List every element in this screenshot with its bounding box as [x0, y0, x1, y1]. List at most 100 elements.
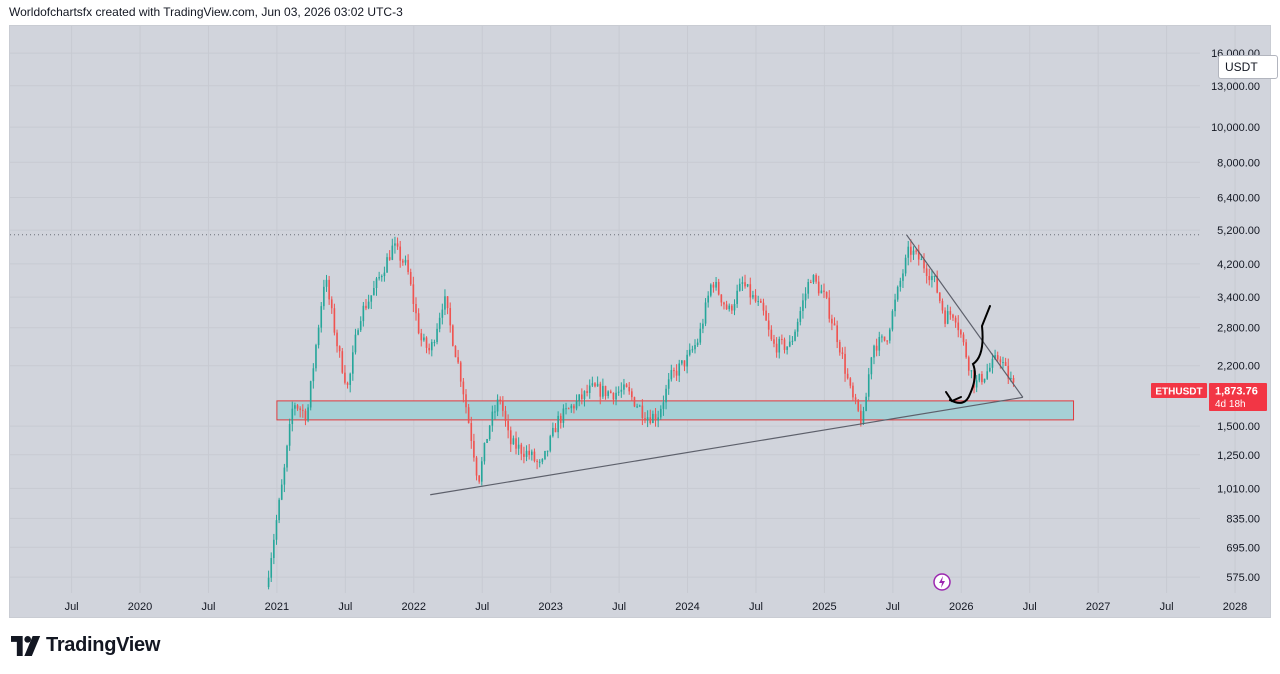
candle-body [328, 279, 330, 300]
candle-body [420, 333, 423, 341]
candle-body [267, 577, 270, 588]
candle [731, 304, 733, 314]
candle [652, 410, 654, 424]
price-tick-label: 4,200.00 [1217, 259, 1260, 271]
candle-body [296, 405, 299, 409]
candle [449, 302, 452, 333]
candle [396, 237, 399, 250]
candle-body [525, 450, 528, 457]
currency-selector[interactable]: USDT [1218, 55, 1278, 79]
candle [294, 402, 296, 416]
hand-drawn-arrow [949, 305, 991, 404]
candle [778, 336, 781, 359]
candle [404, 255, 407, 266]
candle-body [741, 282, 744, 284]
candle-body [549, 436, 552, 451]
candle-body [496, 399, 499, 412]
candle [552, 422, 554, 438]
candle-body [949, 311, 952, 315]
candle-body [946, 311, 949, 324]
candle [417, 308, 420, 335]
candle [330, 296, 333, 314]
candle-body [562, 408, 565, 423]
candle [815, 273, 817, 284]
candle [912, 246, 915, 260]
candle [428, 343, 430, 355]
candle [941, 298, 944, 314]
candle-body [894, 299, 896, 312]
candle [617, 386, 620, 396]
candle-body [581, 394, 583, 400]
candle [309, 380, 312, 411]
candle-body [794, 331, 796, 341]
candle-body [852, 385, 854, 398]
candle [886, 340, 888, 345]
candle-body [546, 450, 549, 452]
candle-body [325, 279, 328, 287]
candle [846, 368, 849, 380]
candle-body [367, 301, 370, 309]
candle [636, 403, 638, 409]
candle-body [578, 394, 581, 401]
candle-body [754, 295, 757, 302]
candle [628, 382, 631, 395]
candle [786, 346, 788, 355]
price-tick-label: 1,010.00 [1217, 483, 1260, 495]
candle-body [449, 308, 452, 326]
candle [457, 349, 459, 364]
candle [633, 396, 636, 408]
chart-area[interactable]: 575.00 695.00 835.00 1,010.00 1,250.00 1,500.… [9, 25, 1278, 619]
candle [752, 290, 754, 300]
candle-body [1012, 378, 1015, 383]
tradingview-logo: TradingView [11, 634, 160, 657]
candle-body [752, 295, 754, 298]
lightning-bolt-icon [939, 576, 945, 588]
candle [594, 382, 596, 388]
candle-body [970, 370, 973, 372]
candle [336, 329, 338, 353]
candle-body [617, 391, 620, 393]
candle [981, 371, 983, 385]
candle [496, 394, 499, 417]
candle-body [570, 405, 573, 409]
candle [388, 250, 391, 261]
time-tick-label: 2025 [812, 601, 836, 613]
candle [509, 426, 512, 452]
candle-body [357, 330, 359, 335]
candle [378, 271, 380, 281]
candle-body [625, 384, 628, 388]
candle [654, 408, 657, 427]
candle [517, 437, 520, 456]
candle-body [615, 392, 617, 400]
candle-body [623, 384, 625, 390]
candle [459, 360, 462, 387]
candle [575, 394, 578, 411]
candle-body [299, 408, 301, 410]
candle [991, 353, 994, 374]
candle [317, 324, 320, 349]
candle [386, 253, 388, 273]
candle-body [473, 440, 475, 458]
time-tick-label: Jul [1023, 601, 1037, 613]
candle [615, 386, 617, 406]
candle-body [459, 362, 462, 382]
candle-body [704, 302, 707, 324]
candle-body [538, 461, 541, 463]
candle [762, 298, 765, 316]
candle-body [567, 408, 570, 410]
candle-body [607, 391, 609, 396]
candle-body [783, 339, 786, 350]
candle-body [873, 345, 875, 358]
candle-body [915, 250, 917, 252]
candle-body [591, 383, 594, 386]
candle [662, 395, 665, 416]
candle-body [996, 355, 999, 360]
candle [875, 338, 878, 357]
candle [717, 278, 720, 296]
candle [559, 413, 562, 429]
candle-body [362, 305, 365, 322]
price-tick-label: 8,000.00 [1217, 157, 1260, 169]
candle-body [554, 427, 557, 433]
price-chart[interactable]: 575.00 695.00 835.00 1,010.00 1,250.00 1,500.… [10, 26, 1272, 619]
